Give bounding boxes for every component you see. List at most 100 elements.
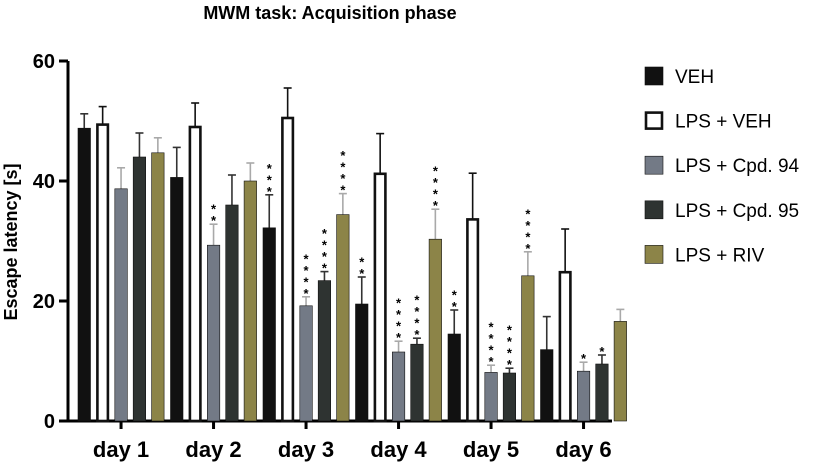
bar <box>613 321 627 422</box>
significance-star: * <box>507 346 513 361</box>
x-tick-label: day 1 <box>93 437 149 462</box>
significance-star: * <box>304 286 310 301</box>
bar <box>521 275 535 422</box>
bar <box>96 123 110 423</box>
legend-swatch <box>644 111 664 130</box>
significance-star: * <box>414 304 420 319</box>
legend-swatch <box>644 66 664 86</box>
bar <box>336 214 350 422</box>
bar <box>188 125 202 423</box>
bar <box>502 372 517 422</box>
y-tick-label: 40 <box>33 171 55 193</box>
significance-star: * <box>433 175 439 190</box>
bar <box>243 180 257 422</box>
significance-star: * <box>340 160 346 175</box>
significance-star: * <box>489 331 495 346</box>
significance-star: * <box>267 161 273 176</box>
legend-swatch <box>644 155 664 175</box>
significance-star: * <box>267 172 273 187</box>
y-axis-label: Escape latency [s] <box>1 163 21 320</box>
bar <box>558 270 572 423</box>
bar <box>207 244 221 422</box>
bar <box>484 372 498 422</box>
bar <box>281 116 295 423</box>
significance-star: * <box>489 343 495 358</box>
bar <box>595 363 609 422</box>
significance-star: * <box>322 238 328 253</box>
significance-star: * <box>507 357 513 372</box>
y-tick-label: 60 <box>33 51 55 73</box>
significance-star: * <box>267 184 273 199</box>
bar <box>447 333 461 422</box>
bar <box>317 280 332 422</box>
significance-star: * <box>359 266 365 281</box>
legend-label: LPS + VEH <box>675 112 772 133</box>
chart-title: MWM task: Acquisition phase <box>203 3 456 23</box>
legend-swatch <box>644 200 664 220</box>
significance-star: * <box>489 320 495 335</box>
y-tick-label: 20 <box>33 291 55 313</box>
significance-star: * <box>525 229 531 244</box>
significance-star: * <box>414 327 420 342</box>
bar <box>355 303 369 422</box>
significance-star: * <box>396 307 402 322</box>
significance-star: * <box>414 293 420 308</box>
x-tick-label: day 4 <box>370 437 427 462</box>
significance-star: * <box>433 198 439 213</box>
y-tick-label: 0 <box>44 411 55 433</box>
bar <box>466 218 480 423</box>
bar <box>114 188 128 422</box>
significance-star: * <box>396 319 402 334</box>
significance-star: * <box>340 148 346 163</box>
bar <box>132 156 146 422</box>
bar <box>540 349 554 422</box>
significance-star: * <box>433 164 439 179</box>
significance-star: * <box>359 255 365 270</box>
significance-star: * <box>452 299 458 314</box>
significance-star: * <box>525 218 531 233</box>
bar <box>391 351 406 422</box>
legend-label: LPS + Cpd. 95 <box>675 201 799 222</box>
significance-star: * <box>599 344 605 359</box>
significance-star: * <box>414 316 420 331</box>
bar <box>170 177 184 422</box>
significance-star: * <box>581 351 587 366</box>
significance-star: * <box>211 202 217 217</box>
legend-label: LPS + Cpd. 94 <box>675 156 800 177</box>
bar <box>373 172 387 423</box>
x-tick-label: day 3 <box>278 437 334 462</box>
significance-star: * <box>304 263 310 278</box>
significance-star: * <box>340 171 346 186</box>
significance-star: * <box>322 249 328 264</box>
bar <box>262 227 276 422</box>
legend-swatch <box>644 245 664 264</box>
legend: VEH LPS + VEH LPS + Cpd. 94 LPS + Cpd. 95 LP… <box>644 66 800 266</box>
bar <box>410 343 424 422</box>
significance-star: * <box>304 274 310 289</box>
significance-star: * <box>452 288 458 303</box>
legend-label: VEH <box>675 67 714 88</box>
significance-star: * <box>525 241 531 256</box>
significance-star: * <box>489 354 495 369</box>
bar <box>151 152 165 422</box>
bar <box>576 370 591 422</box>
significance-star: * <box>322 226 328 241</box>
x-tick-label: day 2 <box>185 437 241 462</box>
significance-star: * <box>340 183 346 198</box>
x-tick-label: day 5 <box>463 437 519 462</box>
bar <box>225 204 239 422</box>
significance-star: * <box>396 296 402 311</box>
bar <box>428 238 442 422</box>
legend-label: LPS + RIV <box>675 245 765 266</box>
significance-star: * <box>507 323 513 338</box>
significance-star: * <box>211 213 217 228</box>
significance-star: * <box>433 187 439 202</box>
bar <box>299 305 313 422</box>
bar <box>77 127 91 422</box>
significance-star: * <box>396 330 402 345</box>
x-tick-label: day 6 <box>555 437 611 462</box>
significance-star: * <box>304 251 310 266</box>
significance-star: * <box>507 334 513 349</box>
